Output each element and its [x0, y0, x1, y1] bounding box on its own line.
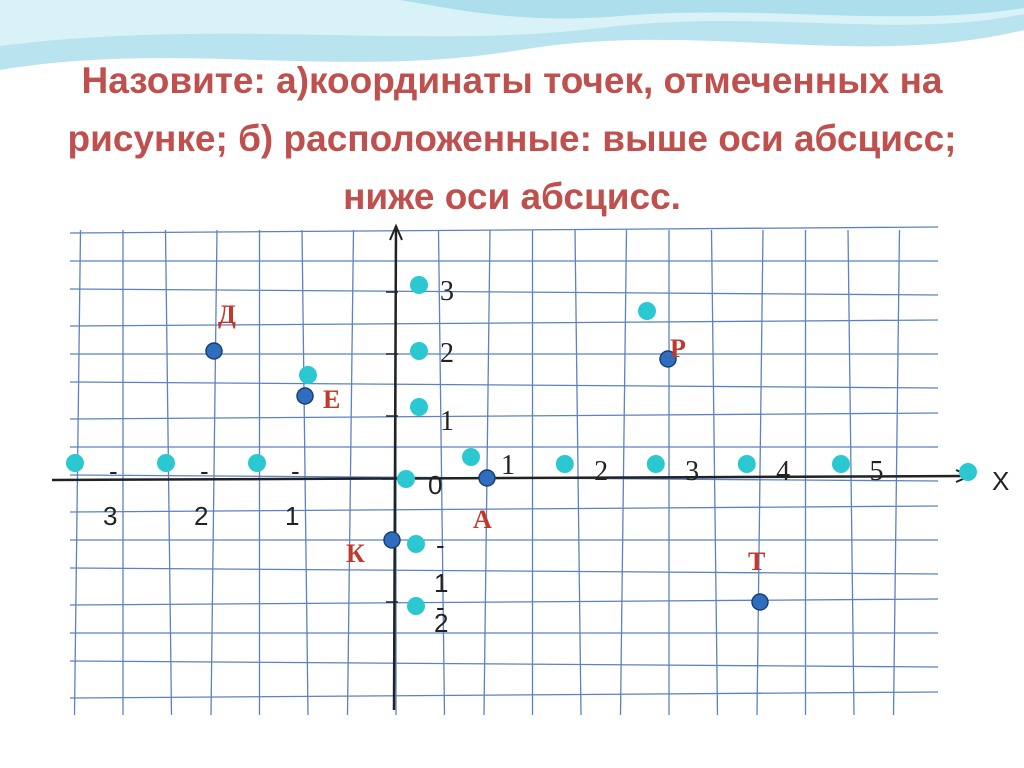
x-tick-label-minus: -	[291, 456, 300, 486]
x-tick-label-digit: 3	[103, 501, 117, 531]
point-Т	[751, 593, 769, 611]
grid-line-horizontal	[69, 319, 939, 327]
point-label: Р	[670, 334, 686, 363]
tick-marker-dot	[66, 454, 84, 472]
point-label: Д	[218, 300, 236, 329]
grid-line-vertical	[346, 229, 355, 716]
point-label: К	[346, 539, 365, 568]
points: Д Е Р А К Т	[205, 300, 769, 611]
x-tick-label-digit: 1	[285, 501, 299, 531]
x-tick-label: 3	[685, 456, 699, 487]
header-waves-decoration	[0, 0, 1024, 70]
tick-marker-dot	[462, 448, 480, 466]
tick-marker-dot	[410, 398, 428, 416]
y-tick-label-minus: -	[436, 592, 445, 622]
point-А	[478, 469, 496, 487]
grid-line-vertical	[847, 229, 855, 716]
y-tick-label-digit: 1	[434, 568, 448, 598]
point-Р	[659, 350, 677, 368]
x-tick-label: 1	[501, 450, 515, 481]
y-axis	[392, 225, 398, 711]
y-tick-label: 3	[440, 276, 454, 307]
grid-line-horizontal	[69, 226, 939, 234]
x-tick-label-minus: -	[109, 456, 118, 486]
grid-line-horizontal	[69, 288, 939, 296]
x-tick-label-minus: -	[200, 456, 209, 486]
point-label: А	[473, 505, 492, 534]
x-tick-label: 2	[594, 456, 608, 487]
grid-line-vertical	[164, 229, 173, 716]
grid-line-vertical	[73, 229, 82, 716]
x-axis	[51, 474, 969, 482]
grid-line-horizontal	[69, 505, 939, 513]
grid-line-vertical	[892, 229, 901, 716]
grid-line-horizontal	[69, 412, 939, 420]
y-tick-label: 2	[440, 338, 454, 369]
tick-marker-dot	[646, 455, 665, 473]
x-axis-label: X	[992, 466, 1009, 496]
tick-marker-dot	[397, 470, 415, 488]
point-К	[383, 531, 401, 549]
tick-markers	[66, 276, 977, 615]
y-tick-label-minus: -	[436, 530, 445, 560]
y-axis-arrow	[389, 223, 403, 241]
y-tick-label-digit: 2	[434, 608, 448, 638]
tick-marker-dot	[959, 463, 977, 481]
tick-marker-dot	[410, 342, 428, 360]
tick-marker-dot	[299, 366, 317, 384]
x-tick-label: 4	[776, 456, 790, 487]
tick-marker-dot	[832, 455, 850, 473]
grid-line-vertical	[301, 229, 309, 716]
grid-line-horizontal	[69, 598, 939, 606]
point-label: Е	[323, 385, 340, 414]
tick-marker-dot	[555, 455, 574, 473]
point-Д	[205, 342, 223, 360]
point-Е	[296, 387, 314, 405]
grid-line-vertical	[619, 229, 628, 716]
tick-marker-dot	[248, 454, 266, 472]
x-tick-label-digit: 2	[194, 501, 208, 531]
origin-label: 0	[428, 470, 442, 500]
grid-line-horizontal	[69, 660, 939, 668]
tick-marker-dot	[407, 597, 425, 615]
tick-marker-dot	[638, 302, 656, 320]
grid-line-vertical	[210, 229, 218, 716]
grid-line-horizontal	[69, 691, 939, 699]
grid-line-vertical	[574, 229, 582, 716]
grid-line-vertical	[437, 229, 446, 716]
grid-line-vertical	[756, 229, 764, 716]
grid-line-horizontal	[69, 381, 939, 389]
tick-marker-dot	[410, 276, 428, 294]
grid-line-horizontal	[69, 567, 939, 575]
tick-marker-dot	[407, 535, 425, 553]
tick-marker-dot	[737, 455, 756, 473]
grid-lines	[69, 226, 939, 716]
y-tick-label: 1	[440, 406, 454, 437]
grid-line-vertical	[710, 229, 719, 716]
x-tick-label: 5	[870, 456, 884, 487]
slide-title: Назовите: а)координаты точек, отмеченных…	[67, 60, 957, 217]
tick-marker-dot	[157, 454, 175, 472]
point-label: Т	[748, 547, 765, 576]
